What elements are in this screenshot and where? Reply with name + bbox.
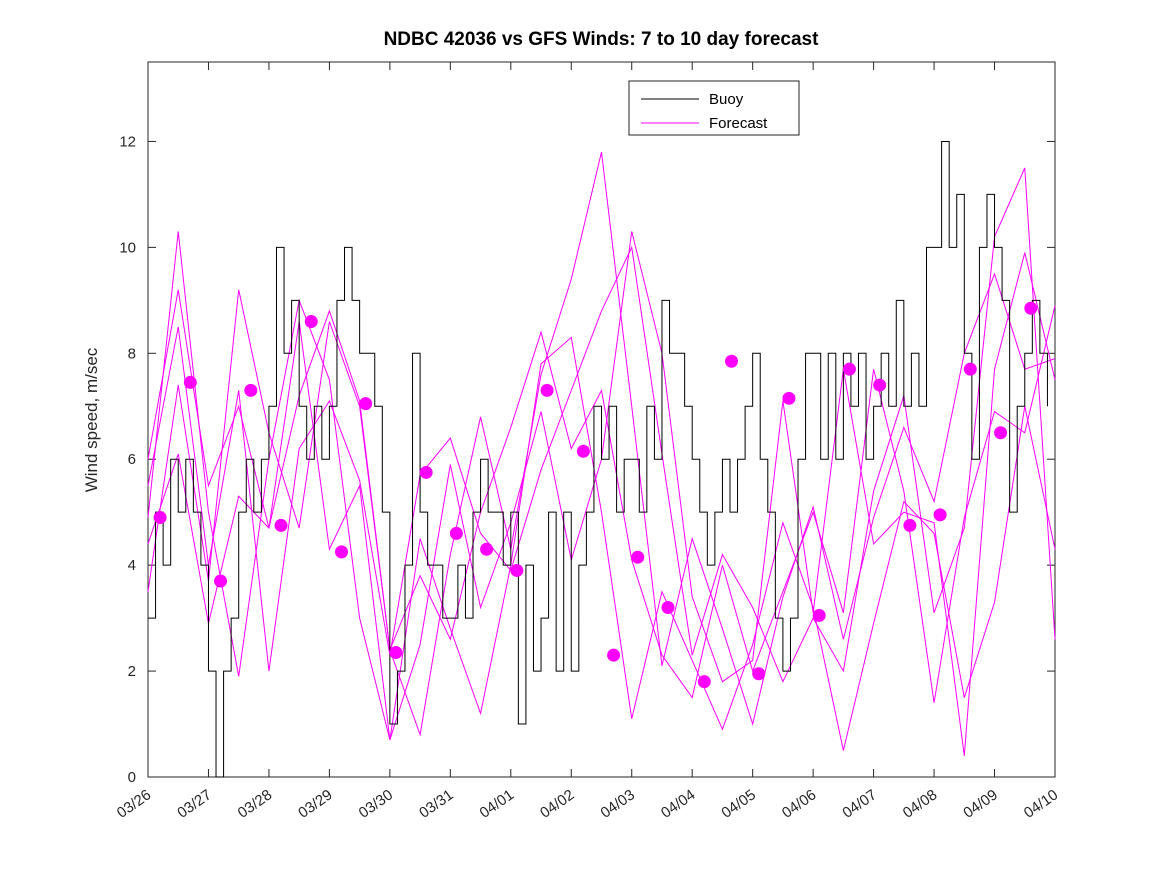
buoy-line	[148, 140, 1048, 778]
forecast-marker	[873, 378, 887, 392]
axes-box	[147, 61, 1056, 778]
x-tick-label: 04/01	[477, 786, 518, 821]
forecast-marker	[334, 545, 348, 559]
forecast-marker	[510, 563, 524, 577]
legend	[628, 80, 800, 136]
forecast-marker	[631, 550, 645, 564]
x-tick-label: 04/08	[900, 786, 941, 821]
legend-label-buoy: Buoy	[709, 91, 744, 108]
forecast-marker	[812, 608, 826, 622]
x-tick-label: 03/26	[114, 786, 155, 821]
forecast-marker	[389, 646, 403, 660]
forecast-marker	[244, 383, 258, 397]
forecast-marker	[903, 518, 917, 532]
y-axis-label: Wind speed, m/sec	[82, 347, 101, 492]
y-tick-label: 10	[119, 239, 136, 256]
forecast-marker	[607, 648, 621, 662]
forecast-marker	[782, 391, 796, 405]
x-tick-label: 03/30	[356, 786, 397, 821]
x-tick-label: 03/31	[416, 786, 457, 821]
forecast-marker	[963, 362, 977, 376]
forecast-marker	[994, 426, 1008, 440]
forecast-marker	[419, 465, 433, 479]
x-tick-label: 04/02	[537, 786, 578, 821]
forecast-marker	[304, 315, 318, 329]
x-tick-label: 04/03	[598, 786, 639, 821]
legend-label-forecast: Forecast	[709, 115, 768, 132]
forecast-marker	[214, 574, 228, 588]
y-tick-label: 0	[128, 769, 136, 786]
y-tick-label: 8	[128, 345, 136, 362]
plot-area: 0 2 4 6 8 10 12 03/26 03/27 03/28 03/29 03/30 03/31 0…	[114, 61, 1062, 822]
forecast-marker	[480, 542, 494, 556]
forecast-line	[147, 151, 1056, 737]
x-tick-label: 03/29	[295, 786, 336, 821]
y-tick-label: 4	[128, 557, 136, 574]
forecast-marker	[153, 510, 167, 524]
x-tick-label: 03/27	[174, 786, 215, 821]
y-tick-label: 2	[128, 663, 136, 680]
x-tick-label: 03/28	[235, 786, 276, 821]
forecast-marker	[540, 383, 554, 397]
forecast-marker	[842, 362, 856, 376]
x-tick-label: 04/04	[658, 786, 699, 821]
forecast-marker	[359, 397, 373, 411]
x-tick-label: 04/10	[1021, 786, 1062, 821]
forecast-marker	[449, 526, 463, 540]
chart-title: NDBC 42036 vs GFS Winds: 7 to 10 day for…	[384, 29, 820, 50]
forecast-marker	[661, 601, 675, 615]
forecast-marker	[1024, 301, 1038, 315]
x-tick-label: 04/06	[779, 786, 820, 821]
forecast-marker	[725, 354, 739, 368]
y-tick-label: 6	[128, 451, 136, 468]
forecast-marker	[933, 508, 947, 522]
x-tick-label: 04/09	[960, 786, 1001, 821]
forecast-marker	[697, 675, 711, 689]
x-tick-label: 04/05	[718, 786, 759, 821]
x-tick-label: 04/07	[839, 786, 880, 821]
y-tick-label: 12	[119, 133, 136, 150]
forecast-marker	[752, 667, 766, 681]
legend-box	[628, 80, 800, 136]
forecast-marker	[183, 375, 197, 389]
forecast-marker	[576, 444, 590, 458]
forecast-marker	[274, 518, 288, 532]
